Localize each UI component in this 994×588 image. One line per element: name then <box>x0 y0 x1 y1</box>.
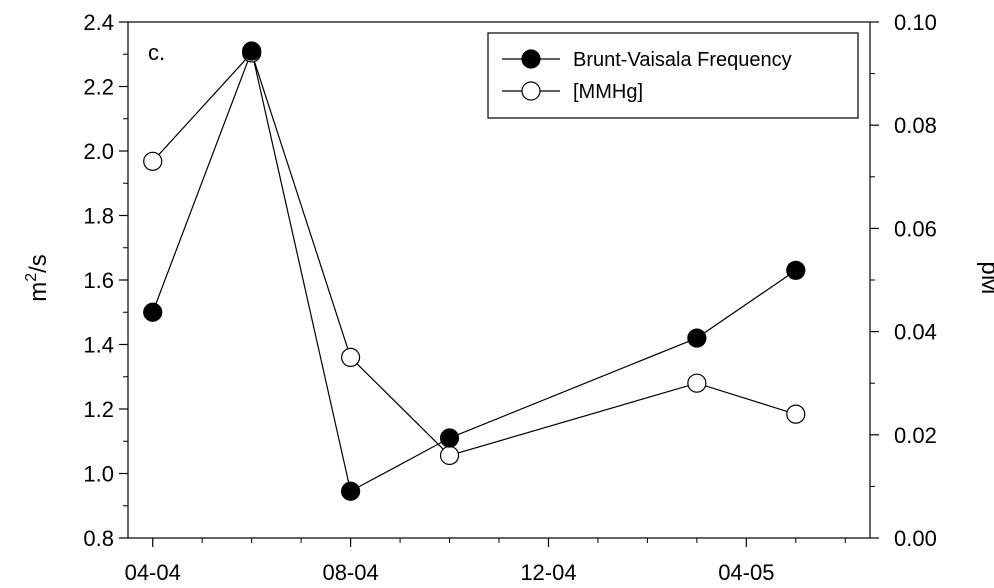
brunt-vaisala-point <box>786 260 806 280</box>
series-line-mmhg <box>152 51 796 457</box>
series-line-brunt-vaisala <box>152 48 797 493</box>
legend-marker <box>521 81 541 101</box>
right-axis-title: pM <box>976 261 994 294</box>
brunt-vaisala-point <box>143 302 163 322</box>
x-tick-label: 08-04 <box>322 560 378 585</box>
panel-label: c. <box>148 40 165 65</box>
brunt-vaisala-point <box>242 41 262 61</box>
left-axis-title-base: m <box>25 282 52 302</box>
legend: Brunt-Vaisala Frequency [MMHg] <box>487 32 859 119</box>
x-tick-label: 04-04 <box>125 560 181 585</box>
left-tick-label: 2.4 <box>83 10 114 35</box>
left-tick-label: 1.4 <box>83 333 114 358</box>
brunt-vaisala-point <box>439 428 460 448</box>
left-tick-label: 1.0 <box>83 462 114 487</box>
x-tick-label: 04-05 <box>718 560 774 585</box>
right-tick-label: 0.00 <box>894 526 937 551</box>
left-tick-label: 0.8 <box>83 526 114 551</box>
mmhg-point <box>687 373 707 393</box>
mmhg-point <box>786 404 806 424</box>
right-tick-label: 0.04 <box>894 320 937 345</box>
left-tick-label: 2.0 <box>83 139 114 164</box>
left-tick-label: 1.6 <box>83 268 114 293</box>
series-layer <box>143 41 806 501</box>
mmhg-point <box>143 151 163 171</box>
right-tick-label: 0.02 <box>894 423 937 448</box>
legend-label: Brunt-Vaisala Frequency <box>573 49 792 71</box>
mmhg-point <box>439 445 460 466</box>
brunt-vaisala-point <box>687 328 707 348</box>
right-tick-label: 0.08 <box>894 113 937 138</box>
left-y-axis: 0.8 1.0 1.2 1.4 1.6 1.8 2.0 2.2 2.4 <box>83 10 128 551</box>
left-tick-label: 1.8 <box>83 204 114 229</box>
left-axis-title-exponent: 2 <box>23 273 40 282</box>
x-axis: 04-04 08-04 12-04 04-05 <box>125 538 846 585</box>
mmhg-point <box>341 347 361 367</box>
left-tick-label: 2.2 <box>83 75 114 100</box>
brunt-vaisala-point <box>341 481 361 501</box>
left-axis-title-unit: /s <box>25 254 52 273</box>
x-tick-label: 12-04 <box>520 560 576 585</box>
right-y-axis: 0.00 0.02 0.04 0.06 0.08 0.10 <box>870 10 937 551</box>
left-axis-title: m2/s <box>23 254 52 302</box>
legend-marker <box>521 49 541 69</box>
legend-label: [MMHg] <box>573 81 643 103</box>
right-tick-label: 0.06 <box>894 216 937 241</box>
left-tick-label: 1.2 <box>83 397 114 422</box>
right-tick-label: 0.10 <box>894 10 937 35</box>
legend-box <box>487 32 859 119</box>
